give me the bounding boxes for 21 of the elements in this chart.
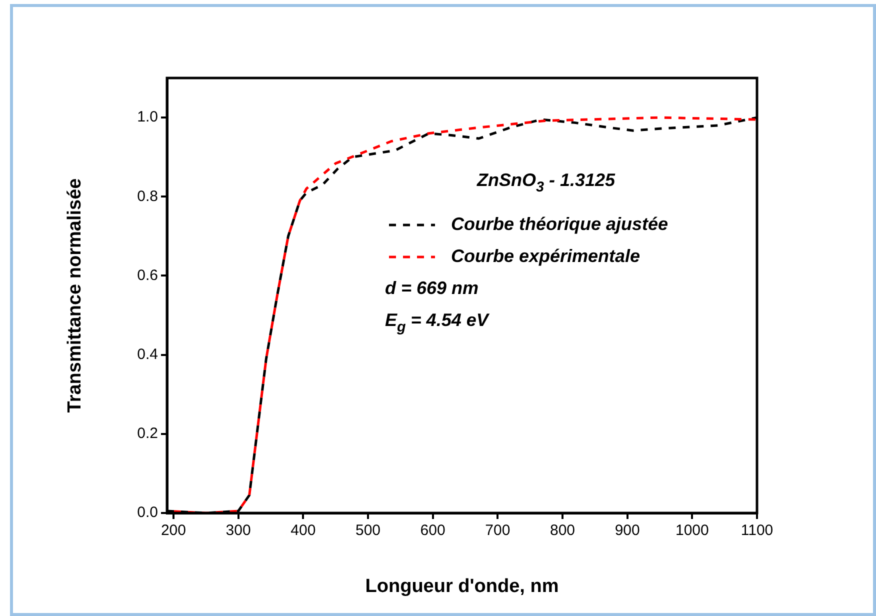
x-tick-label: 200 (160, 522, 186, 540)
x-tick-label: 900 (614, 522, 640, 540)
x-tick-label: 1000 (675, 522, 709, 540)
x-tick-label: 700 (485, 522, 510, 540)
x-tick-label: 500 (355, 522, 381, 540)
annotation: d = 669 nm (385, 278, 479, 298)
y-tick-label: 0.2 (137, 425, 158, 442)
y-tick-label: 1.0 (137, 108, 158, 126)
x-tick-label: 300 (226, 522, 251, 540)
y-axis-title: Transmittance normalisée (64, 178, 86, 413)
y-tick-label: 0.6 (137, 266, 158, 284)
y-tick-label: 0.4 (137, 346, 158, 363)
legend-label: Courbe théorique ajustée (451, 214, 668, 234)
x-tick-label: 400 (290, 522, 316, 540)
x-tick-label: 1100 (740, 522, 774, 540)
x-tick-label: 600 (420, 522, 446, 540)
y-tick-label: 0.8 (137, 188, 158, 205)
legend-label: Courbe expérimentale (451, 246, 640, 266)
x-axis-title: Longueur d'onde, nm (365, 576, 559, 597)
y-tick-label: 0.0 (137, 504, 158, 522)
x-tick-label: 800 (550, 522, 576, 540)
